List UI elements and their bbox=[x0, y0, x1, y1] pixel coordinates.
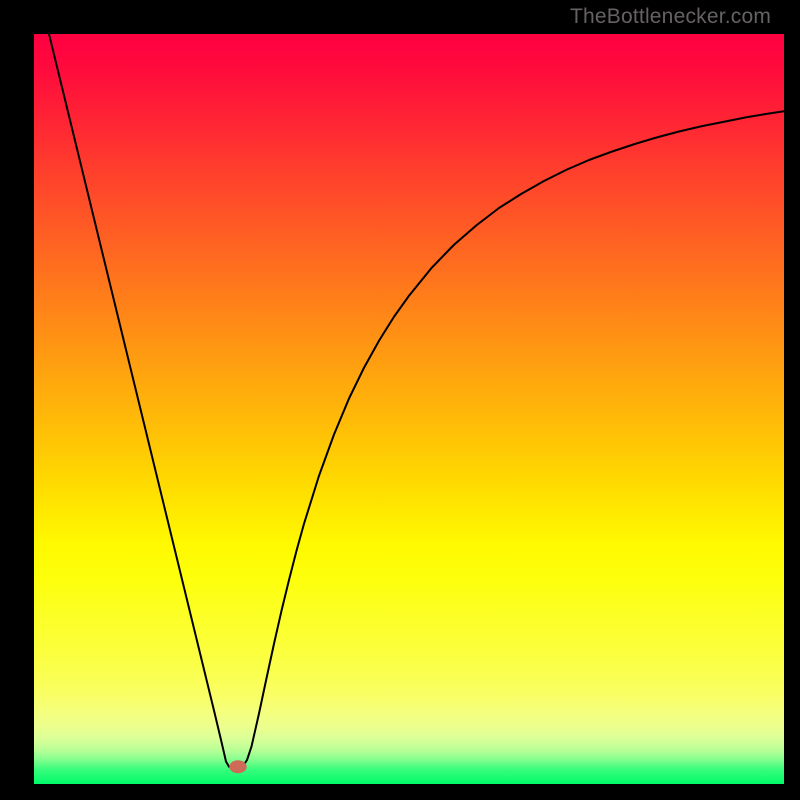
plot-svg bbox=[34, 34, 784, 784]
optimal-marker bbox=[230, 761, 247, 773]
watermark-text: TheBottlenecker.com bbox=[570, 5, 771, 29]
gradient-background bbox=[34, 34, 784, 784]
plot-area bbox=[34, 34, 784, 784]
